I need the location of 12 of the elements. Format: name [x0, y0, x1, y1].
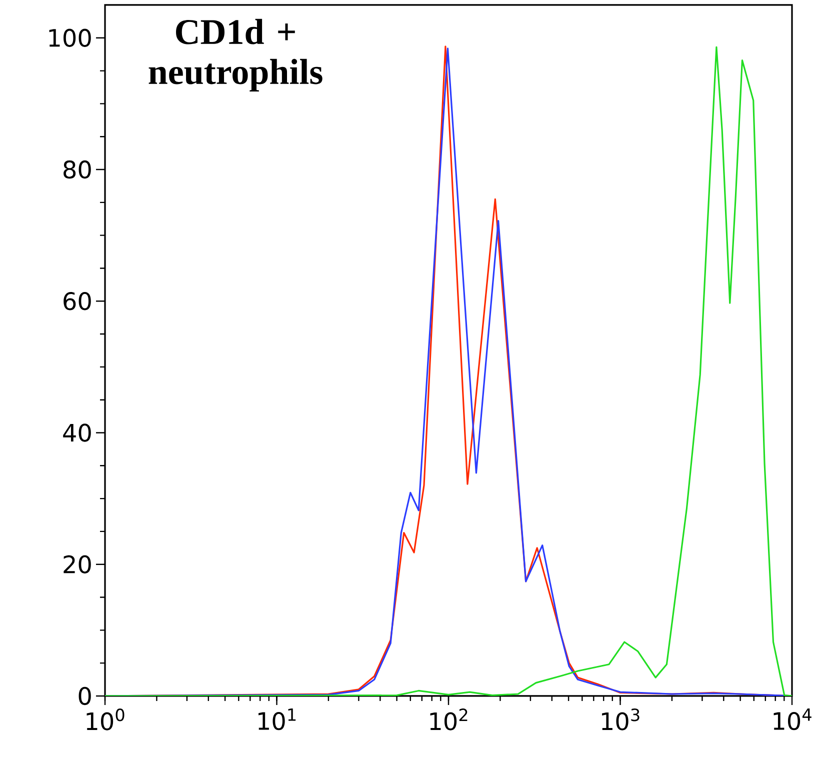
- y-tick-label: 100: [49, 28, 91, 47]
- x-tick-label: 10$^{0}$: [86, 708, 124, 730]
- y-tick-label: 0: [78, 686, 91, 706]
- x-tick-label: 10$^{3}$: [602, 708, 640, 730]
- x-tick-label: 10$^{2}$: [430, 708, 468, 730]
- y-tick-label: 60: [64, 292, 91, 310]
- x-tick-label: 10$^{4}$: [774, 708, 812, 730]
- y-tick-label: 20: [64, 555, 91, 574]
- y-tick-label: 80: [64, 160, 91, 179]
- text: CD1d + neutrophils: [148, 18, 322, 92]
- y-tick-label: 40: [63, 424, 91, 442]
- x-tick-label: 10$^{1}$: [258, 708, 296, 730]
